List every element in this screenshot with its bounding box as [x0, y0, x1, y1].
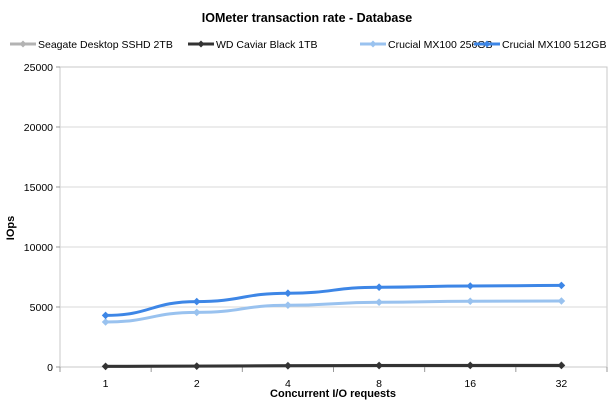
data-point: [101, 362, 110, 371]
legend-marker: [197, 40, 205, 48]
y-axis-ticks: 0 5000 10000 15000 20000 25000: [24, 62, 60, 374]
y-tick-label: 15000: [24, 182, 53, 194]
chart-title: IOMeter transaction rate - Database: [202, 11, 413, 25]
data-point: [375, 283, 383, 291]
legend-marker: [483, 40, 491, 48]
y-tick-label: 20000: [24, 122, 53, 134]
series-line: [105, 283, 562, 317]
x-tick-label: 2: [194, 378, 200, 390]
legend-marker: [19, 40, 27, 48]
data-point: [375, 298, 383, 306]
series-4: [101, 281, 566, 320]
x-tick-label: 4: [285, 378, 291, 390]
plot-frame: [59, 66, 608, 368]
y-tick-label: 5000: [30, 302, 54, 314]
data-point: [101, 318, 110, 326]
legend: Seagate Desktop SSHD 2TB WD Caviar Black …: [10, 39, 606, 51]
data-point: [557, 297, 566, 305]
plot-area: 0 5000 10000 15000 20000 25000 1 2 4 8 16 32: [24, 62, 608, 390]
y-tick-label: 25000: [24, 62, 53, 74]
x-tick-label: 8: [376, 378, 382, 390]
data-point: [557, 281, 566, 290]
legend-item: Crucial MX100 256GB: [360, 39, 492, 51]
data-point: [192, 362, 201, 370]
legend-label: Crucial MX100 256GB: [388, 39, 492, 51]
legend-item: WD Caviar Black 1TB: [188, 39, 318, 51]
data-point: [192, 308, 201, 317]
legend-label: Seagate Desktop SSHD 2TB: [38, 39, 173, 51]
legend-label: WD Caviar Black 1TB: [216, 39, 318, 51]
x-tick-label: 16: [464, 378, 476, 390]
series-3: [101, 297, 566, 326]
data-point: [284, 301, 292, 309]
legend-label: Crucial MX100 512GB: [502, 39, 606, 51]
gridlines: [60, 126, 607, 308]
legend-item: Seagate Desktop SSHD 2TB: [10, 39, 173, 51]
series-group: [101, 281, 566, 371]
series-line: [105, 363, 562, 368]
x-axis-ticks: 1 2 4 8 16 32: [59, 367, 608, 390]
data-point: [284, 362, 292, 370]
y-tick-label: 10000: [24, 242, 53, 254]
data-point: [284, 289, 292, 297]
y-axis-label: IOps: [5, 216, 17, 240]
data-point: [466, 361, 475, 370]
legend-item: Crucial MX100 512GB: [474, 39, 606, 51]
legend-marker: [369, 40, 377, 48]
series-line: [105, 299, 562, 324]
x-tick-label: 1: [103, 378, 109, 390]
data-point: [557, 361, 566, 370]
x-axis-label: Concurrent I/O requests: [270, 388, 396, 400]
data-point: [466, 297, 475, 306]
data-point: [466, 282, 475, 290]
data-point: [192, 297, 201, 306]
data-point: [101, 311, 110, 320]
x-tick-label: 32: [556, 378, 568, 390]
series-2: [101, 361, 566, 371]
y-tick-label: 0: [47, 362, 53, 374]
data-point: [375, 361, 383, 370]
